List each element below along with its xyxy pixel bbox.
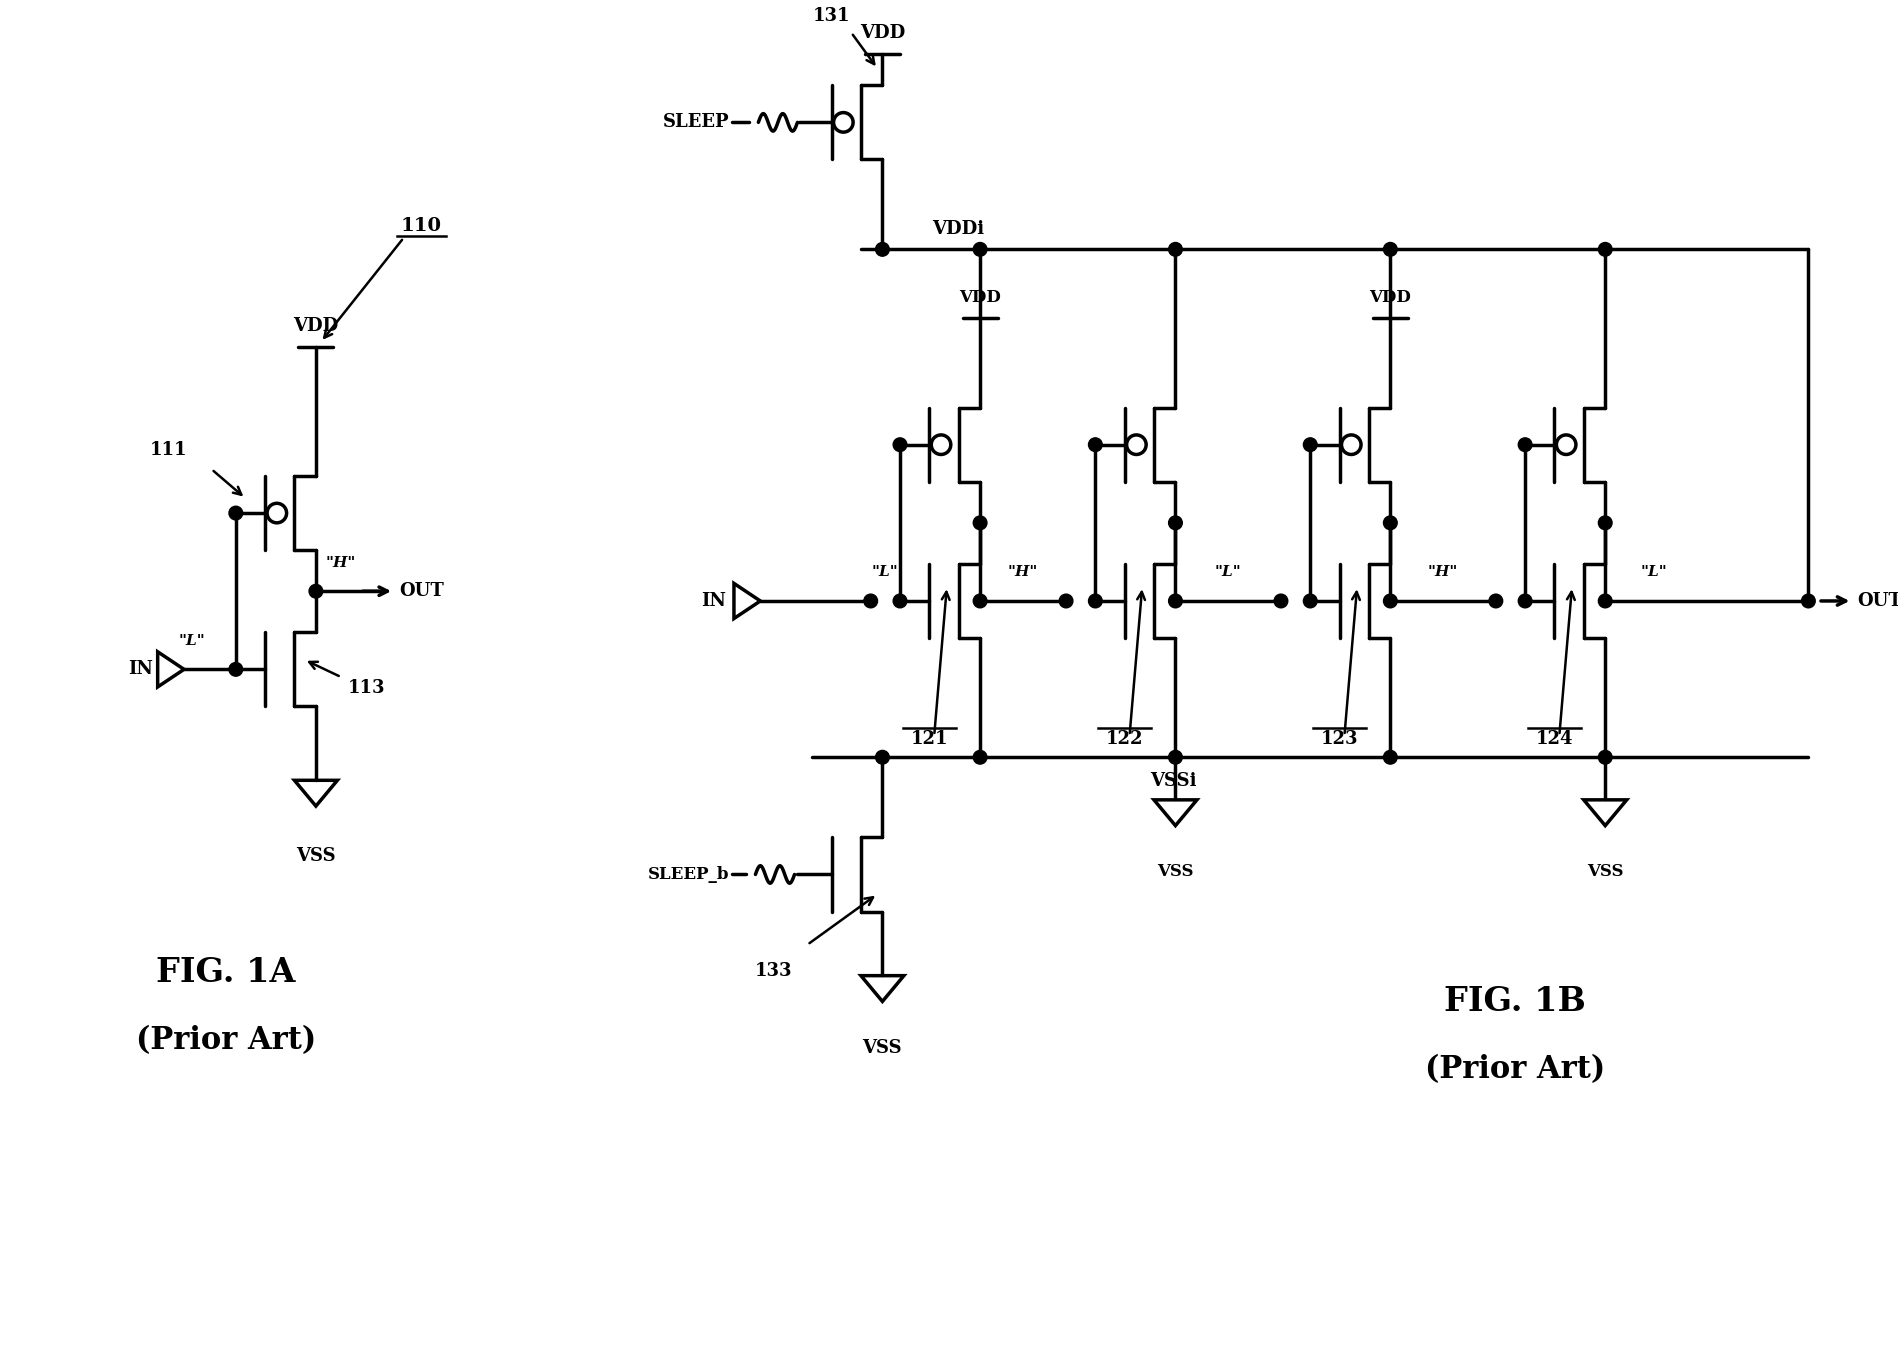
- Circle shape: [875, 243, 888, 256]
- Text: (Prior Art): (Prior Art): [1425, 1054, 1604, 1085]
- Text: 123: 123: [1321, 730, 1357, 748]
- Circle shape: [864, 594, 877, 608]
- Circle shape: [1167, 594, 1182, 608]
- Circle shape: [1167, 243, 1182, 256]
- Circle shape: [1488, 594, 1501, 608]
- Text: FIG. 1A: FIG. 1A: [156, 956, 296, 988]
- Text: 133: 133: [754, 963, 791, 980]
- Circle shape: [1274, 594, 1287, 608]
- Circle shape: [1302, 437, 1317, 451]
- Circle shape: [1167, 516, 1182, 529]
- Text: (Prior Art): (Prior Art): [137, 1025, 315, 1056]
- Text: 122: 122: [1105, 730, 1143, 748]
- Text: "L": "L": [178, 634, 205, 648]
- Circle shape: [1801, 594, 1814, 608]
- Circle shape: [309, 585, 323, 598]
- Text: "L": "L": [1215, 566, 1241, 579]
- Text: "L": "L": [1640, 566, 1666, 579]
- Text: "H": "H": [1008, 566, 1038, 579]
- Text: VSS: VSS: [296, 846, 336, 865]
- Text: IN: IN: [127, 660, 152, 678]
- Text: "H": "H": [325, 556, 355, 570]
- Text: 121: 121: [909, 730, 947, 748]
- Circle shape: [1167, 751, 1182, 764]
- Text: 124: 124: [1535, 730, 1572, 748]
- Text: VDD: VDD: [292, 317, 338, 335]
- Circle shape: [1384, 243, 1397, 256]
- Circle shape: [1384, 516, 1397, 529]
- Text: 110: 110: [400, 217, 442, 235]
- Text: OUT: OUT: [1856, 593, 1898, 610]
- Text: SLEEP_b: SLEEP_b: [647, 865, 729, 883]
- Circle shape: [974, 243, 987, 256]
- Circle shape: [1088, 594, 1101, 608]
- Circle shape: [974, 751, 987, 764]
- Text: VSS: VSS: [1156, 863, 1194, 880]
- Circle shape: [892, 594, 907, 608]
- Text: VDDi: VDDi: [932, 220, 985, 238]
- Circle shape: [892, 437, 907, 451]
- Circle shape: [1598, 243, 1611, 256]
- Text: IN: IN: [700, 593, 725, 610]
- Text: VDD: VDD: [958, 289, 1000, 306]
- Circle shape: [1059, 594, 1072, 608]
- Text: FIG. 1B: FIG. 1B: [1444, 986, 1585, 1018]
- Circle shape: [1088, 437, 1101, 451]
- Text: 113: 113: [347, 679, 385, 697]
- Circle shape: [1518, 594, 1532, 608]
- Text: VSSi: VSSi: [1150, 772, 1196, 790]
- Text: 131: 131: [812, 7, 850, 24]
- Text: "H": "H": [1427, 566, 1458, 579]
- Circle shape: [230, 663, 243, 676]
- Circle shape: [974, 516, 987, 529]
- Circle shape: [1598, 751, 1611, 764]
- Text: 111: 111: [150, 441, 186, 459]
- Circle shape: [974, 594, 987, 608]
- Circle shape: [1302, 594, 1317, 608]
- Text: VSS: VSS: [862, 1038, 902, 1057]
- Text: VDD: VDD: [1368, 289, 1410, 306]
- Circle shape: [1384, 594, 1397, 608]
- Text: OUT: OUT: [399, 582, 444, 601]
- Text: "L": "L": [871, 566, 898, 579]
- Circle shape: [1518, 437, 1532, 451]
- Circle shape: [230, 506, 243, 520]
- Circle shape: [875, 751, 888, 764]
- Text: VDD: VDD: [860, 24, 905, 42]
- Circle shape: [1384, 751, 1397, 764]
- Circle shape: [1598, 594, 1611, 608]
- Text: VSS: VSS: [1587, 863, 1623, 880]
- Circle shape: [1598, 516, 1611, 529]
- Text: SLEEP: SLEEP: [662, 113, 729, 131]
